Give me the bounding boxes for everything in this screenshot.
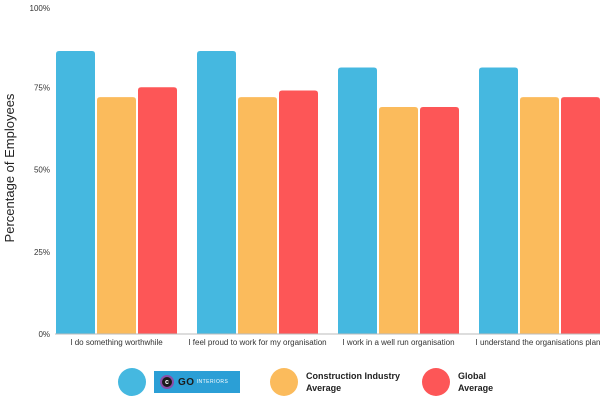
bars: [56, 51, 600, 335]
x-category-label: I feel proud to work for my organisation: [188, 338, 326, 347]
legend-label-line2: Average: [458, 383, 494, 393]
y-axis-label: Percentage of Employees: [2, 93, 17, 242]
x-axis-categories: I do something worthwhile I feel proud to…: [70, 338, 600, 347]
legend-swatch-orange: [270, 368, 298, 396]
legend-swatch-red: [422, 368, 450, 396]
bar: [338, 67, 377, 334]
bar: [379, 106, 418, 335]
y-tick-label: 50%: [34, 166, 50, 175]
bar: [197, 51, 236, 335]
bar: [561, 97, 600, 335]
x-category-label: I work in a well run organisation: [342, 338, 454, 347]
legend-item-construction: Construction Industry Average: [270, 362, 400, 402]
legend-swatch-blue: [118, 368, 146, 396]
y-tick-label: 25%: [34, 248, 50, 257]
x-category-label: I do something worthwhile: [70, 338, 163, 347]
bar: [56, 51, 95, 335]
bar: [138, 87, 177, 334]
legend-label-line2: Average: [306, 383, 342, 393]
go-interiors-logo: c GO INTERIORS: [154, 371, 240, 393]
legend: c GO INTERIORS Construction Industry Ave…: [0, 362, 600, 402]
bar: [479, 67, 518, 334]
y-tick-label: 100%: [30, 4, 50, 13]
legend-item-go-interiors: c GO INTERIORS: [118, 362, 240, 402]
x-category-label: I understand the organisations plan: [476, 338, 600, 347]
bar: [279, 90, 318, 334]
bar-chart: Percentage of Employees 0%25%50%75%100% …: [2, 4, 600, 347]
y-axis-ticks: 0% 25% 50% 75% 100%: [30, 4, 50, 339]
legend-item-global: Global Average: [422, 362, 493, 402]
logo-text: GO: [178, 376, 195, 388]
bar: [520, 97, 559, 335]
bar: [238, 97, 277, 335]
legend-label-global: Global Average: [458, 370, 493, 394]
y-tick-label: 75%: [34, 83, 50, 92]
go-logo-mark-icon: c: [160, 375, 174, 389]
bar: [420, 106, 459, 335]
legend-label-line1: Global: [458, 371, 487, 381]
legend-label-line1: Construction Industry: [306, 371, 400, 381]
bar: [97, 97, 136, 335]
y-tick-label: 0%: [38, 330, 50, 339]
legend-label-construction: Construction Industry Average: [306, 370, 400, 394]
logo-subtext: INTERIORS: [196, 379, 229, 385]
